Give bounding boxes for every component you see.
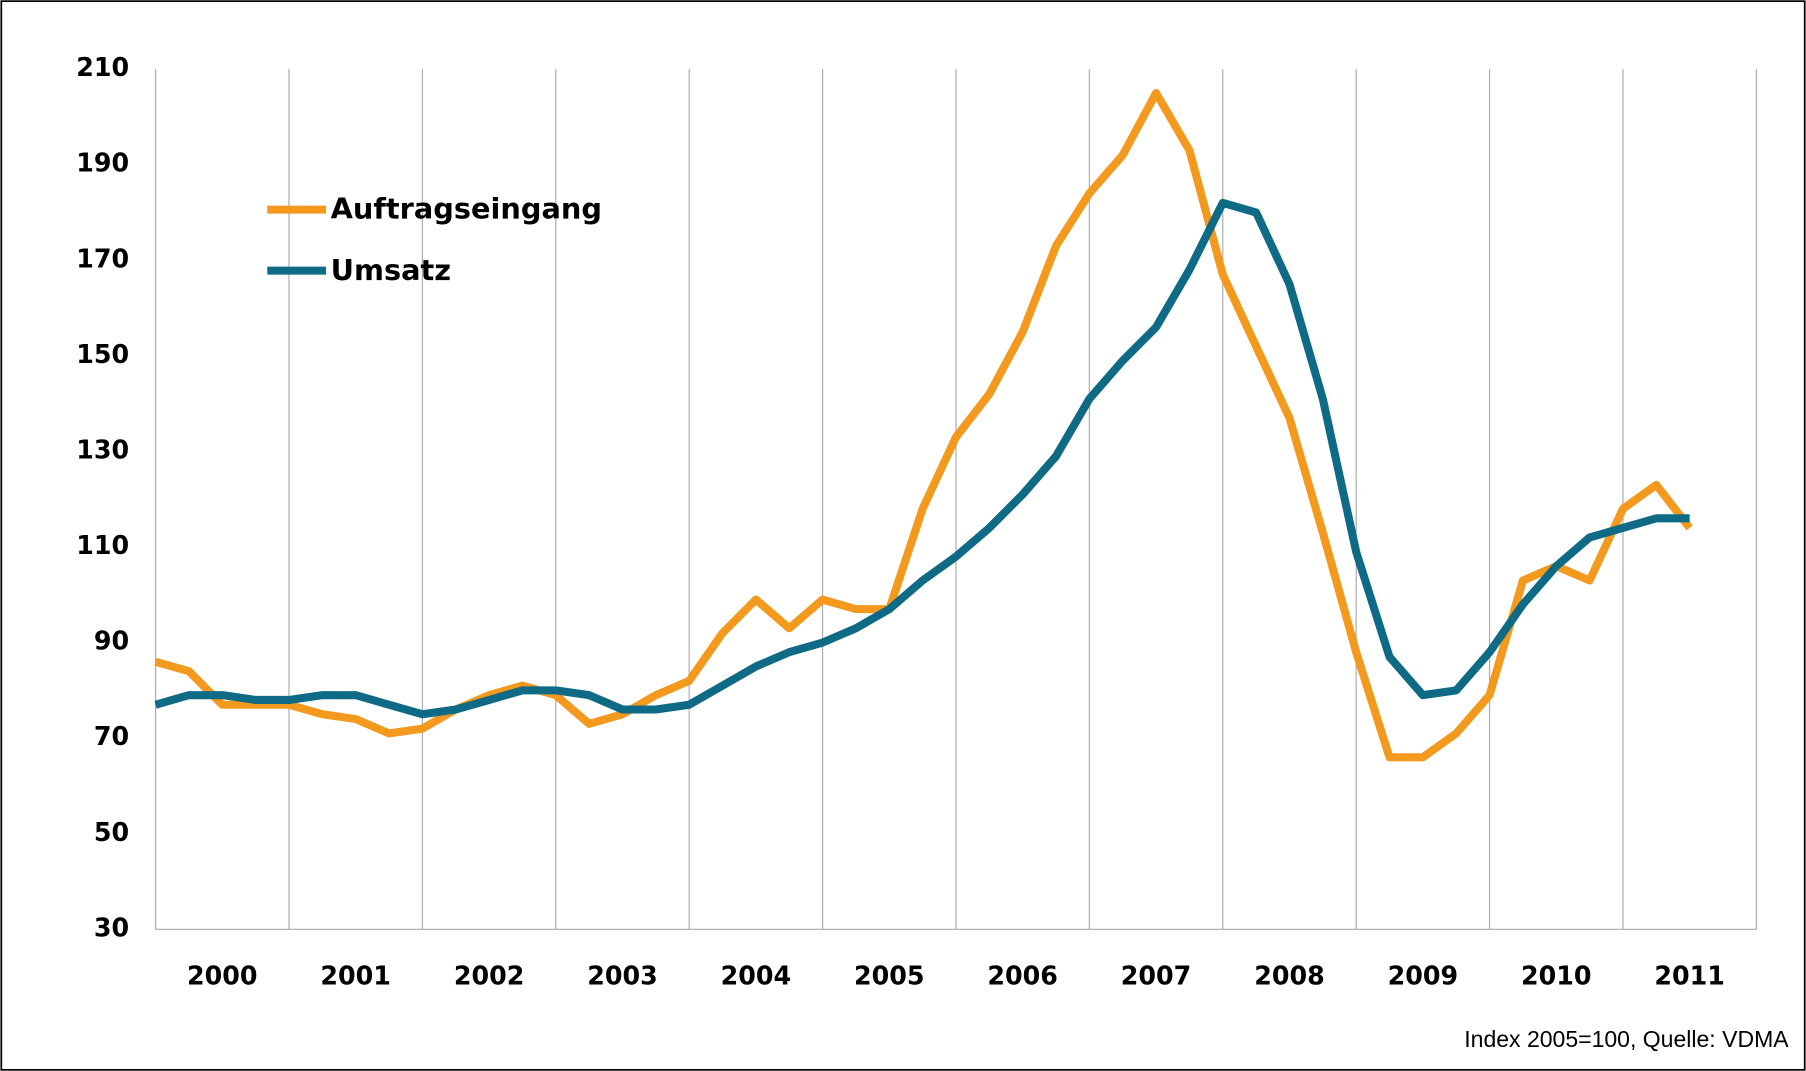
y-tick-label: 150 bbox=[76, 339, 129, 369]
x-tick-label: 2009 bbox=[1388, 961, 1459, 991]
x-tick-label: 2003 bbox=[587, 961, 658, 991]
x-tick-label: 2011 bbox=[1654, 961, 1725, 991]
legend-label: Umsatz bbox=[331, 253, 451, 287]
y-tick-label: 130 bbox=[76, 434, 129, 464]
y-tick-label: 50 bbox=[94, 817, 129, 847]
y-tick-label: 190 bbox=[76, 148, 129, 178]
y-tick-label: 90 bbox=[94, 626, 129, 656]
y-tick-label: 210 bbox=[76, 52, 129, 82]
x-tick-label: 2004 bbox=[721, 961, 792, 991]
y-tick-label: 70 bbox=[94, 721, 129, 751]
y-tick-label: 30 bbox=[94, 912, 129, 942]
line-series bbox=[154, 88, 1693, 762]
x-tick-label: 2002 bbox=[454, 961, 525, 991]
y-tick-label: 110 bbox=[76, 530, 129, 560]
x-tick-label: 2005 bbox=[854, 961, 925, 991]
line-series bbox=[154, 198, 1690, 719]
x-tick-label: 2001 bbox=[320, 961, 391, 991]
x-tick-label: 2006 bbox=[987, 961, 1058, 991]
x-tick-label: 2008 bbox=[1254, 961, 1325, 991]
x-tick-label: 2010 bbox=[1521, 961, 1592, 991]
y-tick-label: 170 bbox=[76, 243, 129, 273]
source-note: Index 2005=100, Quelle: VDMA bbox=[1464, 1026, 1789, 1052]
legend-label: Auftragseingang bbox=[331, 192, 602, 226]
x-tick-label: 2007 bbox=[1121, 961, 1192, 991]
x-tick-label: 2000 bbox=[187, 961, 258, 991]
